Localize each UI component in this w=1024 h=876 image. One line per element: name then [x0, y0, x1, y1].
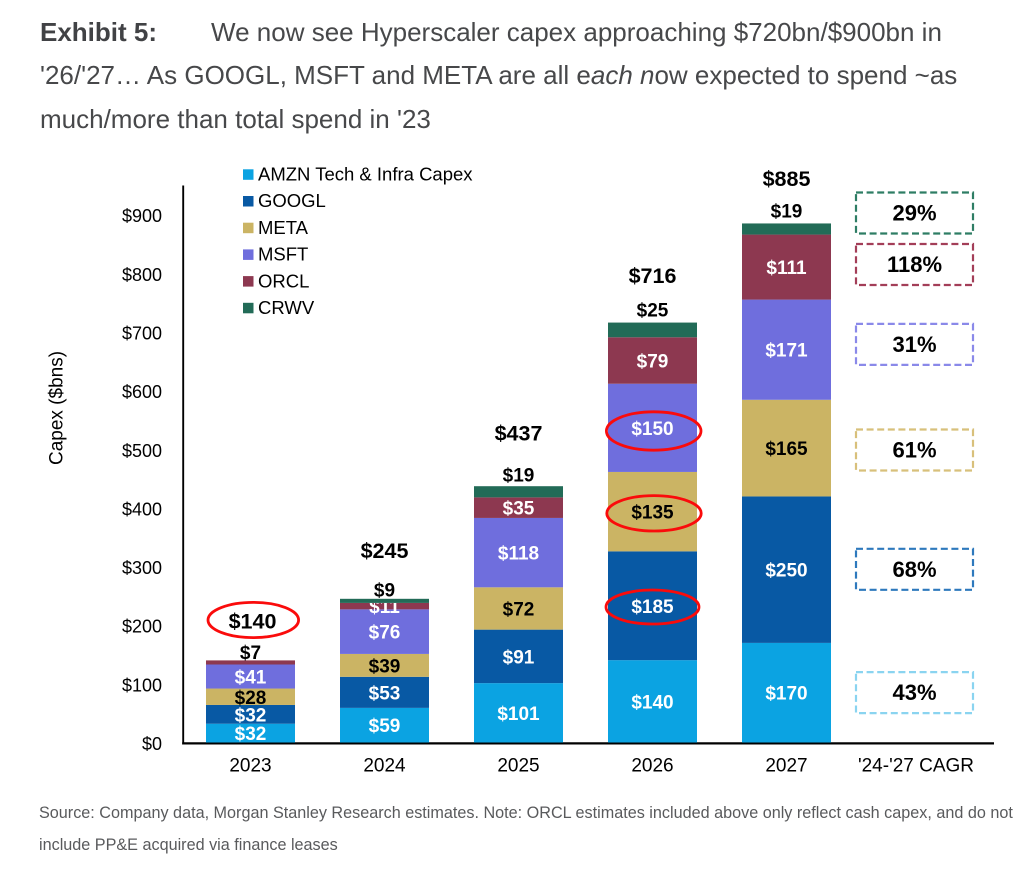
svg-text:$101: $101 [497, 704, 540, 725]
svg-text:$900: $900 [122, 206, 162, 226]
svg-text:$28: $28 [235, 688, 267, 709]
svg-text:$59: $59 [369, 716, 401, 737]
svg-text:43%: 43% [892, 680, 936, 705]
svg-text:$41: $41 [235, 668, 267, 689]
svg-text:$300: $300 [122, 558, 162, 578]
svg-text:$800: $800 [122, 265, 162, 285]
svg-text:2025: 2025 [497, 756, 539, 777]
svg-text:61%: 61% [892, 438, 936, 463]
svg-text:$19: $19 [503, 466, 535, 487]
svg-text:$9: $9 [374, 581, 395, 602]
svg-text:$39: $39 [369, 656, 401, 677]
svg-text:$165: $165 [765, 439, 808, 460]
svg-text:$118: $118 [498, 544, 539, 565]
svg-text:CRWV: CRWV [258, 297, 315, 318]
svg-text:31%: 31% [892, 332, 936, 357]
svg-text:$25: $25 [637, 301, 669, 322]
svg-text:$0: $0 [142, 734, 162, 754]
svg-text:$885: $885 [763, 167, 811, 191]
svg-text:$35: $35 [503, 499, 535, 520]
svg-text:$245: $245 [361, 539, 409, 563]
svg-text:ORCL: ORCL [258, 270, 309, 291]
svg-text:$170: $170 [765, 684, 807, 705]
svg-text:$79: $79 [637, 352, 669, 373]
svg-text:118%: 118% [887, 252, 942, 277]
svg-text:$716: $716 [629, 264, 677, 288]
svg-text:$32: $32 [235, 724, 267, 745]
svg-text:GOOGL: GOOGL [258, 190, 326, 211]
svg-text:$53: $53 [369, 683, 401, 704]
svg-text:2023: 2023 [229, 756, 271, 777]
svg-text:$140: $140 [229, 610, 277, 634]
svg-text:$19: $19 [771, 202, 803, 223]
svg-text:$135: $135 [631, 503, 674, 524]
svg-text:$76: $76 [369, 623, 401, 644]
svg-text:$100: $100 [122, 675, 162, 695]
svg-text:META: META [258, 217, 309, 238]
svg-text:$250: $250 [765, 561, 807, 582]
svg-text:$111: $111 [766, 258, 807, 279]
svg-text:68%: 68% [892, 557, 936, 582]
svg-text:29%: 29% [892, 201, 936, 226]
svg-text:$500: $500 [122, 441, 162, 461]
svg-text:$7: $7 [240, 643, 261, 664]
svg-text:$140: $140 [631, 692, 673, 713]
svg-text:$171: $171 [765, 341, 808, 362]
svg-text:Capex ($bns): Capex ($bns) [47, 351, 68, 465]
svg-text:$91: $91 [503, 647, 535, 668]
svg-text:$400: $400 [122, 499, 162, 519]
svg-text:AMZN Tech & Infra Capex: AMZN Tech & Infra Capex [258, 164, 473, 185]
svg-text:'24-'27 CAGR: '24-'27 CAGR [858, 756, 974, 777]
svg-text:$200: $200 [122, 617, 162, 637]
svg-text:$32: $32 [235, 705, 267, 726]
svg-text:MSFT: MSFT [258, 244, 308, 265]
svg-text:$437: $437 [495, 421, 543, 445]
svg-text:$600: $600 [122, 382, 162, 402]
svg-text:2026: 2026 [631, 756, 673, 777]
svg-text:2024: 2024 [363, 756, 406, 777]
svg-text:$150: $150 [631, 419, 673, 440]
svg-text:$700: $700 [122, 323, 162, 343]
svg-text:2027: 2027 [765, 756, 807, 777]
svg-text:$72: $72 [503, 600, 535, 621]
svg-text:$185: $185 [631, 597, 674, 618]
